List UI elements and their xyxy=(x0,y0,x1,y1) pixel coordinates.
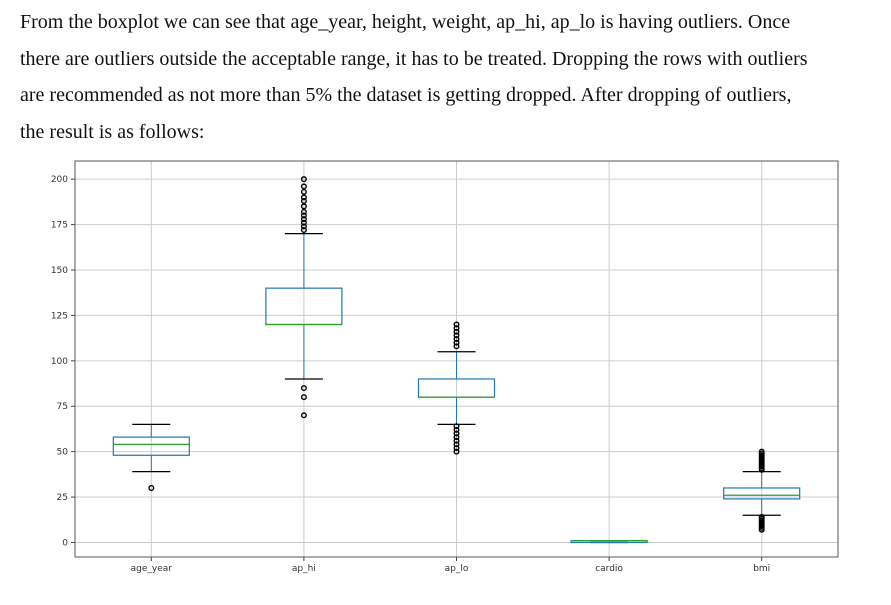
paragraph-line: are recommended as not more than 5% the … xyxy=(20,84,792,106)
outlier-point xyxy=(453,448,460,455)
outlier-point xyxy=(300,208,307,215)
x-tick-label: ap_lo xyxy=(445,564,469,574)
outlier-point xyxy=(453,343,460,350)
y-tick-label: 0 xyxy=(62,538,68,548)
outlier-point xyxy=(453,437,460,444)
outlier-point xyxy=(148,484,155,491)
outlier-point xyxy=(453,339,460,346)
outlier-point xyxy=(453,321,460,328)
body-paragraph: From the boxplot we can see that age_yea… xyxy=(20,4,880,150)
outlier-point xyxy=(453,332,460,339)
outlier-point xyxy=(300,194,307,201)
plot-frame xyxy=(74,160,839,558)
outlier-point xyxy=(453,430,460,437)
outlier-point xyxy=(300,219,307,226)
outlier-point xyxy=(453,434,460,441)
outlier-point xyxy=(453,445,460,452)
outlier-point xyxy=(300,412,307,419)
y-tick-label: 50 xyxy=(57,448,69,458)
outlier-point xyxy=(453,325,460,332)
outlier-point xyxy=(453,426,460,433)
outlier-point xyxy=(300,188,307,195)
outlier-point xyxy=(453,441,460,448)
outlier-point xyxy=(453,423,460,430)
outlier-point xyxy=(300,385,307,392)
paragraph-line: there are outliers outside the acceptabl… xyxy=(20,47,808,70)
y-tick-label: 150 xyxy=(51,266,68,276)
x-tick-label: bmi xyxy=(753,564,770,574)
outlier-point xyxy=(300,176,307,183)
x-tick-label: age_year xyxy=(131,564,173,574)
outlier-point xyxy=(300,183,307,190)
y-tick-label: 125 xyxy=(51,311,68,321)
box-age_year xyxy=(112,436,190,456)
x-tick-label: ap_hi xyxy=(292,564,316,574)
y-tick-label: 200 xyxy=(51,175,68,185)
y-tick-label: 175 xyxy=(51,221,68,231)
outlier-point xyxy=(300,394,307,401)
outlier-point xyxy=(300,223,307,230)
outlier-point xyxy=(300,227,307,234)
paragraph-line: From the boxplot we can see that age_yea… xyxy=(20,11,791,33)
outlier-point xyxy=(453,328,460,335)
y-tick-label: 25 xyxy=(57,493,68,503)
outlier-point xyxy=(758,448,765,455)
outlier-point xyxy=(300,203,307,210)
outlier-point xyxy=(300,197,307,204)
x-tick-label: cardio xyxy=(595,564,623,574)
outlier-point xyxy=(758,514,765,521)
y-tick-label: 100 xyxy=(51,357,68,367)
outlier-point xyxy=(300,216,307,223)
outlier-point xyxy=(453,336,460,343)
box-bmi xyxy=(723,487,801,500)
y-tick-label: 75 xyxy=(57,402,68,412)
paragraph-line: the result is as follows: xyxy=(20,120,205,143)
outlier-point xyxy=(300,212,307,219)
